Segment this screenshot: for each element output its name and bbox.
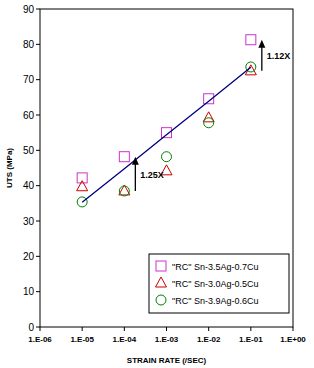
y-tick	[36, 327, 40, 328]
x-tick	[208, 327, 209, 331]
legend-marker	[156, 295, 166, 305]
x-tick	[293, 327, 294, 331]
annotation-arrowhead	[132, 157, 139, 165]
x-tick-label: 1.E-01	[239, 335, 263, 344]
annotation-arrowhead	[258, 40, 265, 48]
y-tick-label: 80	[23, 39, 35, 50]
y-tick-label: 90	[23, 4, 35, 15]
y-tick-label: 20	[23, 251, 35, 262]
x-tick-label: 1.E-03	[155, 335, 179, 344]
point	[119, 185, 130, 195]
annotation-arrow	[261, 46, 262, 71]
chart: 0 10 20 30 40 50 60 70 80 90 1.E-06 1.E-05 1.E-04 1.E…	[0, 0, 314, 368]
y-tick	[36, 185, 40, 186]
y-tick-label: 70	[23, 74, 35, 85]
x-tick	[250, 327, 251, 331]
legend-marker	[156, 261, 166, 271]
trend-line	[82, 67, 251, 202]
legend-label: "RC" Sn-3.9Ag-0.6Cu	[172, 296, 258, 306]
y-tick	[36, 44, 40, 45]
y-tick	[36, 291, 40, 292]
marks	[77, 35, 257, 207]
y-tick	[36, 79, 40, 80]
annotation-text: 1.12X	[267, 51, 291, 61]
x-tick-label: 1.E-04	[113, 335, 137, 344]
y-tick	[36, 221, 40, 222]
plot-frame	[40, 9, 293, 327]
y-tick-label: 60	[23, 110, 35, 121]
y-tick	[36, 9, 40, 10]
legend: "RC" Sn-3.5Ag-0.7Cu "RC" Sn-3.0Ag-0.5Cu "R…	[149, 254, 289, 313]
legend-label: "RC" Sn-3.0Ag-0.5Cu	[172, 279, 258, 289]
y-tick	[36, 256, 40, 257]
y-tick-label: 50	[23, 145, 35, 156]
legend-box	[149, 254, 289, 313]
x-tick-label: 1.E-05	[70, 335, 94, 344]
y-axis-label: UTS (MPa)	[5, 148, 14, 188]
y-tick-label: 10	[23, 286, 35, 297]
x-tick	[40, 327, 41, 331]
x-tick-label: 1.E-06	[28, 335, 52, 344]
point	[77, 181, 88, 191]
y-tick	[36, 150, 40, 151]
x-tick-label: 1.E-02	[197, 335, 221, 344]
x-tick	[82, 327, 83, 331]
background	[0, 0, 314, 368]
legend-marker	[156, 277, 167, 287]
annotation-text: 1.25X	[140, 170, 164, 180]
y-tick-label: 0	[28, 322, 34, 333]
legend-label: "RC" Sn-3.5Ag-0.7Cu	[172, 262, 258, 272]
point	[119, 152, 129, 162]
x-tick	[166, 327, 167, 331]
point	[246, 35, 256, 45]
y-tick-label: 40	[23, 180, 35, 191]
point	[204, 118, 214, 128]
x-tick	[124, 327, 125, 331]
x-axis-label: STRAIN RATE (/SEC)	[127, 356, 207, 365]
x-tick-label: 1.E+00	[280, 335, 306, 344]
annotation-arrow	[135, 163, 136, 191]
point	[162, 152, 172, 162]
y-tick	[36, 115, 40, 116]
point	[119, 186, 129, 196]
y-tick-label: 30	[23, 216, 35, 227]
